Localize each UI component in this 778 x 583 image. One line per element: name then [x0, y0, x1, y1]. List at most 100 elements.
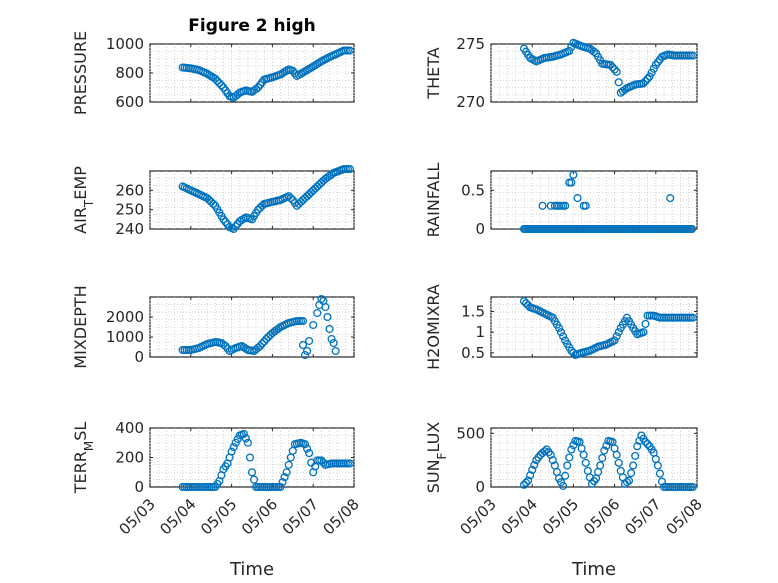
data-point [561, 471, 570, 480]
data-point [274, 324, 283, 333]
y-tick-label: 240 [115, 220, 144, 238]
data-series [519, 38, 697, 97]
data-point [567, 178, 576, 187]
data-point [211, 74, 220, 83]
data-point [569, 170, 578, 179]
data-point [300, 440, 310, 449]
data-point [300, 350, 310, 360]
data-point [530, 460, 539, 470]
data-point [519, 480, 529, 489]
data-point [610, 65, 619, 74]
data-point [581, 458, 590, 467]
data-point [598, 453, 607, 463]
data-point [631, 451, 640, 460]
data-point [600, 446, 609, 455]
y-tick-label: 250 [115, 201, 144, 219]
data-point [219, 340, 228, 349]
data-point [245, 453, 255, 462]
data-point [215, 79, 224, 88]
data-point [309, 320, 318, 330]
data-point [298, 316, 308, 326]
y-tick-label: 275 [456, 35, 485, 53]
data-point [237, 341, 246, 351]
data-point [305, 336, 314, 346]
y-tick-label: 400 [115, 419, 144, 437]
data-point [639, 328, 648, 337]
x-tick-label: 05/06 [238, 495, 281, 538]
data-point [313, 308, 322, 318]
y-tick-label: 200 [115, 449, 144, 467]
y-tick-label: 0 [134, 348, 144, 366]
data-point [624, 476, 634, 485]
y-tick-label: 500 [456, 424, 485, 442]
x-tick-label: 05/03 [457, 495, 500, 538]
data-point [331, 346, 340, 356]
data-point [258, 339, 267, 348]
data-point [317, 456, 326, 465]
data-point [521, 478, 531, 487]
data-series [178, 46, 354, 102]
data-point [627, 469, 636, 478]
y-tick-label: 0 [475, 478, 485, 496]
data-point [612, 450, 621, 459]
data-point [688, 224, 697, 234]
data-point [596, 461, 605, 470]
x-axis-label: Time [571, 559, 616, 580]
data-point [546, 450, 555, 459]
data-point [548, 456, 557, 465]
data-point [655, 469, 664, 478]
data-point [260, 337, 269, 346]
subplot-2: 270 275 THETA [424, 35, 698, 111]
data-point [528, 465, 537, 474]
data-point [524, 476, 533, 485]
data-point [256, 341, 265, 351]
data-point [280, 473, 289, 482]
y-tick-label: 270 [456, 93, 485, 111]
data-point [643, 440, 652, 449]
data-point [298, 340, 308, 350]
data-point [589, 47, 599, 56]
data-point [606, 60, 615, 69]
data-point [233, 90, 242, 99]
x-tick-label: 05/07 [621, 495, 664, 538]
y-axis-label: SUNFLUX [424, 422, 449, 494]
data-point [209, 199, 218, 208]
data-point [284, 460, 293, 469]
x-tick-label: 05/05 [197, 495, 240, 538]
data-point [602, 441, 611, 450]
x-tick-label: 05/03 [116, 495, 159, 538]
data-point [526, 471, 535, 480]
data-point [278, 478, 287, 487]
subplot-6: 0.5 1 1.5 H2OMIXRA [424, 284, 698, 370]
data-point [614, 78, 623, 87]
y-axis-label: RAINFALL [424, 163, 443, 238]
x-tick-label: 05/08 [663, 495, 706, 538]
data-point [643, 74, 652, 83]
data-point [317, 294, 326, 304]
data-point [229, 443, 238, 452]
data-point [282, 468, 291, 477]
x-tick-label: 05/07 [279, 495, 322, 538]
data-point [286, 194, 295, 203]
data-point [639, 79, 648, 88]
y-tick-label: 1000 [106, 35, 144, 53]
data-point [264, 332, 273, 342]
data-point [666, 194, 675, 203]
x-tick-label: 05/05 [539, 495, 582, 538]
data-point [327, 334, 336, 344]
data-point [323, 312, 332, 322]
x-tick-label: 05/04 [156, 495, 199, 538]
data-point [559, 332, 568, 341]
data-point [239, 429, 248, 438]
y-axis-label: H2OMIXRA [424, 284, 443, 370]
data-point [321, 302, 330, 312]
data-point [641, 77, 650, 86]
data-point [688, 482, 697, 492]
data-point [622, 478, 632, 487]
data-point [657, 477, 667, 486]
data-point [538, 201, 547, 210]
data-series [178, 294, 340, 360]
